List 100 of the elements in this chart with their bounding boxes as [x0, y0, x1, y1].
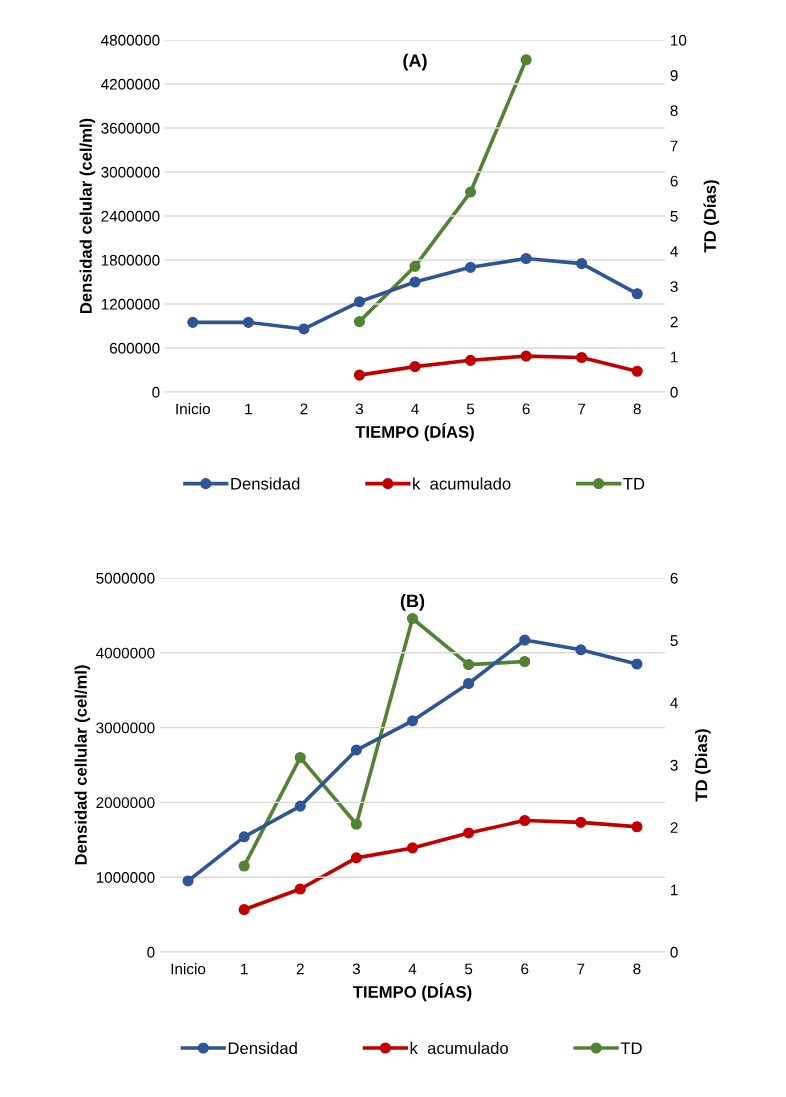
y2-tick-label: 9 — [670, 70, 678, 81]
x-tick-label: Inicio — [171, 963, 206, 975]
point — [294, 800, 306, 812]
y2-tick-label: 4 — [670, 246, 678, 257]
x-tick-label: 2 — [296, 963, 304, 975]
y2-tick-label: 2 — [670, 316, 678, 328]
point — [187, 316, 199, 328]
point — [520, 54, 532, 66]
x-axis-title: TIEMPO (DÍAS) — [352, 982, 472, 1002]
point — [406, 612, 419, 625]
point — [631, 658, 643, 670]
point — [520, 252, 532, 265]
x-tick-label: 3 — [355, 403, 364, 415]
x-tick-label: 4 — [411, 403, 419, 415]
y-tick-label: 0 — [152, 386, 160, 398]
point — [298, 323, 310, 335]
point — [353, 296, 366, 308]
point — [519, 655, 531, 668]
point — [353, 316, 366, 328]
point — [575, 644, 587, 656]
point — [519, 814, 531, 827]
y-tick-label: 2000000 — [96, 797, 155, 809]
y-tick-label: 600000 — [109, 342, 160, 354]
point — [350, 852, 362, 864]
y2-tick-label: 5 — [670, 211, 678, 222]
point — [463, 677, 475, 690]
text: (A) — [403, 53, 427, 71]
y2-tick-label: 7 — [670, 140, 678, 152]
y2-tick-label: 0 — [670, 386, 678, 398]
y-tick-label: 1200000 — [101, 298, 160, 310]
y-tick-label: 5000000 — [96, 572, 155, 584]
y2-tick-label: 2 — [670, 822, 678, 833]
y2-axis-title: TD (Días) — [703, 180, 720, 253]
point — [464, 186, 477, 198]
x-tick-label: 6 — [522, 403, 530, 415]
point — [294, 883, 306, 895]
legend-label: TD — [623, 478, 645, 490]
point — [406, 715, 419, 727]
x-tick-label: 5 — [464, 963, 473, 975]
y2-tick-label: 10 — [671, 34, 687, 46]
x-tick-label: 5 — [466, 403, 475, 415]
y-tick-label: 1000000 — [96, 872, 155, 883]
point — [350, 818, 362, 830]
point — [294, 751, 306, 764]
y2-tick-label: 4 — [670, 697, 678, 709]
point — [353, 369, 366, 381]
y-tick-label: 0 — [147, 946, 155, 958]
point — [238, 904, 250, 916]
point — [519, 634, 531, 646]
y2-tick-label: 3 — [670, 759, 678, 771]
y2-tick-label: 1 — [671, 351, 678, 363]
x-tick-label: 7 — [577, 963, 585, 975]
point — [242, 316, 254, 328]
point — [464, 354, 477, 366]
y2-tick-label: 8 — [670, 105, 678, 117]
x-axis-title: TIEMPO (DÍAS) — [355, 422, 474, 442]
point — [238, 831, 250, 843]
y-axis-title: Densidad celular (cel/ml) — [79, 118, 96, 314]
x-tick-label: 6 — [521, 963, 529, 975]
point — [463, 659, 475, 671]
point — [406, 842, 419, 854]
y2-tick-label: 6 — [670, 175, 678, 187]
y-axis-title: Densidad cellular (cel/ml) — [74, 665, 91, 865]
legend-label: Densidad — [228, 1041, 297, 1055]
point — [182, 875, 194, 887]
point — [238, 860, 250, 872]
y2-axis-title: TD (Dias) — [695, 729, 711, 802]
x-tick-label: Inicio — [176, 403, 210, 415]
point — [631, 365, 643, 377]
y2-tick-label: 1 — [671, 884, 678, 896]
y-tick-label: 2400000 — [101, 210, 160, 222]
y-tick-label: 3000000 — [101, 166, 160, 178]
x-tick-label: 8 — [633, 963, 641, 975]
point — [520, 350, 532, 362]
y2-tick-label: 0 — [670, 946, 678, 958]
point — [409, 260, 421, 272]
point — [409, 276, 421, 288]
x-tick-label: 4 — [408, 963, 417, 975]
y-tick-label: 4200000 — [101, 78, 160, 90]
x-tick-label: 2 — [300, 403, 308, 415]
y-tick-label: 4000000 — [96, 647, 155, 659]
y-tick-label: 3000000 — [96, 722, 155, 734]
y-tick-label: 1800000 — [101, 254, 160, 266]
point — [631, 821, 643, 833]
point — [575, 816, 587, 828]
point — [576, 258, 588, 270]
y2-tick-label: 3 — [670, 281, 678, 293]
y2-tick-label: 6 — [670, 572, 678, 584]
point — [576, 351, 588, 364]
point — [631, 288, 643, 300]
x-tick-label: 8 — [633, 403, 641, 415]
legend-label: TD — [620, 1042, 642, 1054]
y-tick-label: 4800000 — [101, 34, 160, 46]
point — [464, 261, 477, 273]
x-tick-label: 1 — [241, 963, 248, 975]
point — [463, 827, 475, 839]
x-tick-label: 7 — [578, 403, 586, 415]
legend-label: k acumulado — [413, 477, 511, 490]
x-tick-label: 3 — [352, 963, 360, 975]
point — [409, 361, 421, 373]
